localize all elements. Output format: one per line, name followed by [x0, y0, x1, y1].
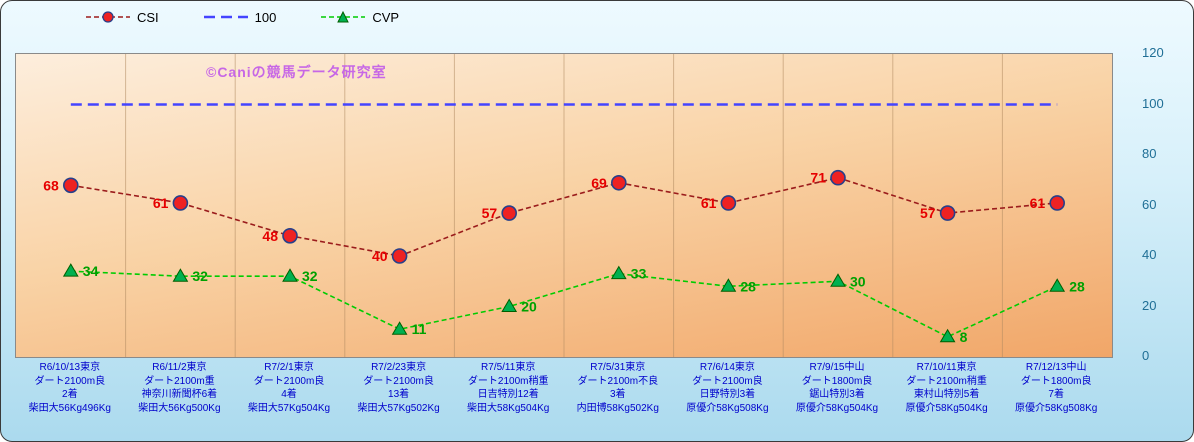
data-label-CSI: 57: [920, 205, 936, 221]
x-axis-category-label: R7/2/23東京 ダート2100m良 13着 柴田大57Kg502Kg: [357, 362, 440, 414]
plot-svg: 68 61 48 40 57 69 61 71 57 61 34 32 32 11 20 33 28 30 8 28: [43, 54, 1085, 357]
data-label-CSI: 69: [591, 175, 607, 191]
legend-marker-icon: [321, 10, 366, 23]
y-axis-tick-label: 40: [1142, 247, 1157, 262]
legend-label: 100: [254, 9, 277, 25]
y-axis-tick-label: 60: [1142, 196, 1157, 212]
legend-item-CVP: CVP: [320, 10, 399, 25]
y-axis-tick-label: 20: [1142, 297, 1157, 313]
x-axis-category-label: R7/6/14東京 ダート2100m良 日野特別3着 原優介58Kg508Kg: [686, 362, 769, 414]
data-label-CVP: 28: [1069, 278, 1085, 294]
data-label-CSI: 48: [262, 228, 278, 244]
data-label-CVP: 32: [302, 268, 318, 284]
data-label-CSI: 68: [43, 177, 59, 193]
data-label-CVP: 11: [412, 321, 427, 337]
x-axis-category-label: R7/12/13中山 ダート1800m良 7着 原優介58Kg508Kg: [1015, 362, 1098, 414]
legend-marker-icon: [86, 11, 130, 23]
data-label-CVP: 30: [850, 273, 866, 289]
x-axis-category-label: R7/10/11東京 ダート2100m稍重 東村山特別5着 原優介58Kg504Kg: [905, 362, 988, 414]
data-label-CSI: 61: [701, 195, 717, 211]
y-axis-labels: 0 20 40 60 80 100 120: [1142, 45, 1192, 363]
legend-label: CSI: [137, 9, 159, 25]
data-label-CVP: 8: [960, 329, 968, 345]
watermark: ©Caniの競馬データ研究室: [206, 64, 387, 80]
legend-item-100: 100: [203, 9, 277, 25]
chart-plot-area: 68 61 48 40 57 69 61 71 57 61 34 32 32 11 20 33 28 30 8 28 …: [15, 53, 1113, 358]
x-axis-category-label: R7/5/31東京 ダート2100m不良 3着 内田博58Kg502Kg: [576, 362, 659, 414]
y-axis-tick-label: 120: [1142, 45, 1164, 60]
legend-marker-icon: [203, 15, 248, 19]
legend: CSI 100 CVP: [85, 7, 399, 27]
x-axis-category-label: R7/2/1東京 ダート2100m良 4着 柴田大57Kg504Kg: [247, 362, 331, 414]
data-label-CSI: 57: [482, 205, 498, 221]
x-axis-category-label: R7/9/15中山 ダート1800m良 鋸山特別3着 原優介58Kg504Kg: [795, 362, 879, 414]
data-label-CVP: 32: [192, 268, 208, 284]
x-axis-category-label: R7/5/11東京 ダート2100m稍重 日吉特別12着 柴田大58Kg504Kg: [467, 362, 550, 414]
data-label-CSI: 40: [372, 248, 388, 264]
x-axis-category-label: R6/11/2東京 ダート2100m重 神奈川新聞杯6着 柴田大56Kg500Kg: [138, 362, 221, 414]
data-label-CVP: 28: [740, 278, 756, 294]
data-label-CVP: 20: [521, 299, 537, 315]
y-axis-tick-label: 80: [1142, 146, 1157, 161]
x-axis-labels: R6/10/13東京 ダート2100m良 2着 柴田大56Kg496Kg R6/11/2…: [15, 361, 1111, 415]
y-axis-tick-label: 0: [1142, 348, 1150, 363]
legend-item-CSI: CSI: [85, 10, 159, 25]
data-label-CVP: 34: [83, 263, 99, 279]
data-label-CSI: 61: [153, 195, 169, 211]
data-label-CSI: 71: [810, 170, 826, 186]
legend-label: CVP: [372, 9, 400, 25]
y-axis-tick-label: 100: [1142, 95, 1164, 111]
data-label-CSI: 61: [1030, 195, 1046, 211]
data-label-CVP: 33: [631, 266, 647, 282]
x-axis-category-label: R6/10/13東京 ダート2100m良 2着 柴田大56Kg496Kg: [28, 362, 111, 414]
